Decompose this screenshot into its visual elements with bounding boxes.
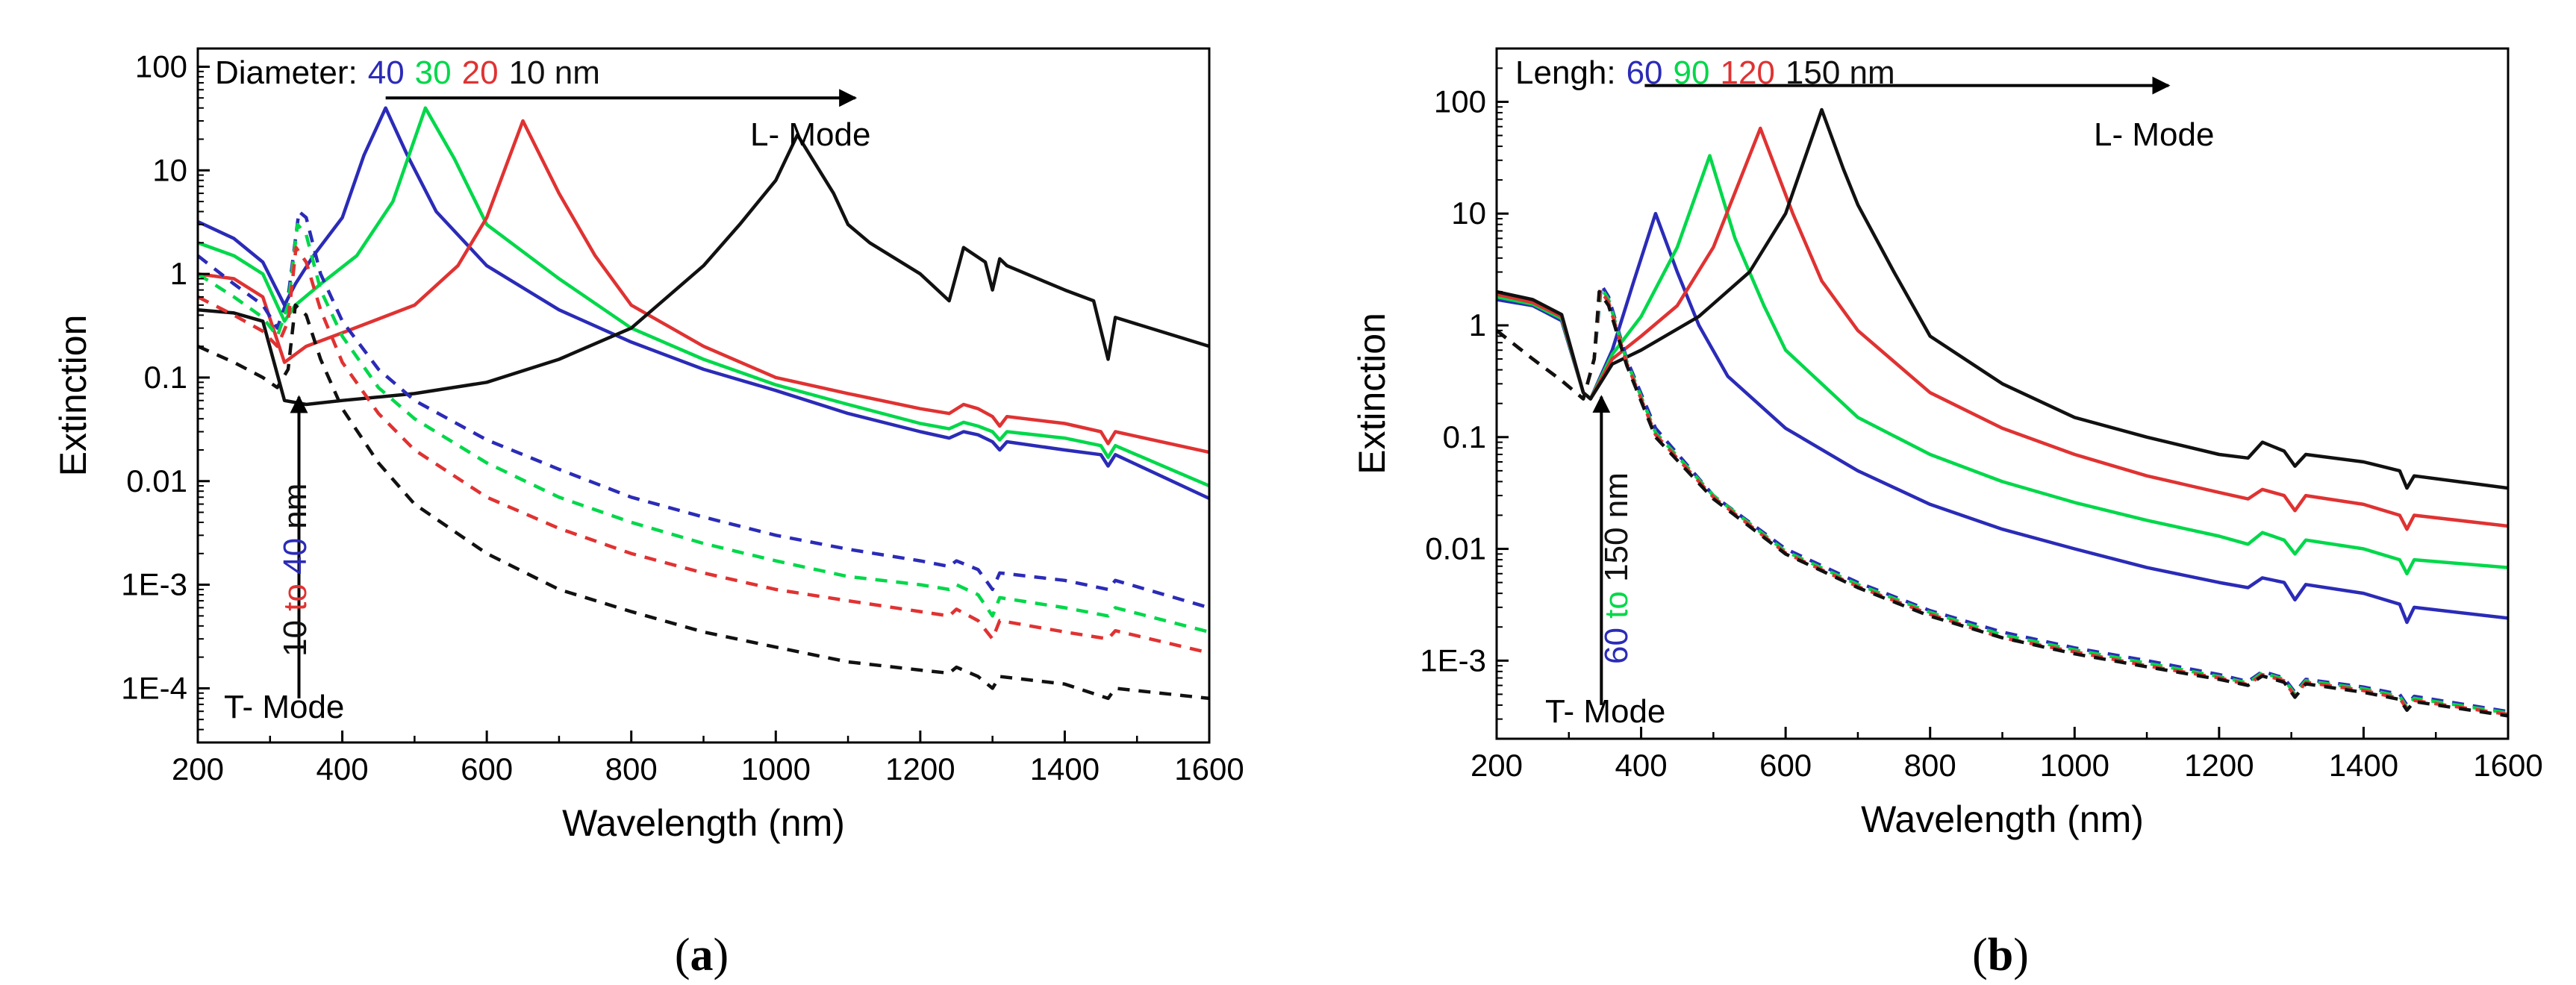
- x-tick-label: 400: [1615, 748, 1668, 783]
- range-annotation: 60 to 150 nm: [1598, 472, 1635, 664]
- panel-label: (a): [675, 930, 729, 981]
- series-line-40-nm-t: [198, 210, 1209, 610]
- panel-label: (b): [1972, 930, 2029, 981]
- range-annotation: 10 to 40 nm: [277, 484, 314, 657]
- x-tick-label: 200: [172, 751, 224, 787]
- series-line-60-nm-t: [1497, 283, 2508, 713]
- y-tick-label: 1: [1469, 307, 1486, 343]
- series-line-90-nm-t: [1497, 285, 2508, 715]
- legend: Diameter: 40 30 20 10 nm: [215, 54, 600, 91]
- y-tick-label: 0.1: [1443, 419, 1486, 454]
- legend-entry-2: 30: [415, 54, 452, 91]
- y-tick-label: 1E-3: [1420, 642, 1486, 678]
- l-mode-label: L- Mode: [750, 116, 870, 153]
- legend-prefix: Lengh:: [1515, 54, 1616, 91]
- x-tick-label: 800: [1904, 748, 1956, 783]
- y-tick-label: 1E-3: [121, 567, 187, 602]
- y-tick-label: 10: [152, 152, 187, 187]
- x-tick-label: 1400: [2329, 748, 2398, 783]
- range-part-2: to: [277, 575, 314, 620]
- y-tick-label: 0.01: [1425, 531, 1486, 566]
- plot-frame: [1495, 47, 2510, 740]
- y-tick-label: 1: [170, 256, 187, 291]
- series-line-90-nm-l: [1497, 154, 2508, 576]
- x-tick-label: 800: [605, 751, 658, 787]
- series-line-40-nm-l: [198, 106, 1209, 501]
- range-part-3: 40: [277, 538, 314, 575]
- series-line-20-nm-t: [198, 246, 1209, 655]
- panel-b: 200 400 600 800 1000 1200 1400 1600 100 10 1 0.1 0.0…: [1351, 47, 2543, 981]
- series-line-20-nm-l: [198, 119, 1209, 454]
- y-axis-label: Extinction: [52, 315, 94, 477]
- y-tick-label: 100: [135, 49, 187, 84]
- x-tick-label: 400: [316, 751, 369, 787]
- y-tick-label: 100: [1434, 84, 1486, 119]
- x-tick-label: 1000: [2040, 748, 2109, 783]
- y-axis-label: Extinction: [1351, 313, 1393, 475]
- series-line-10-nm-t: [198, 303, 1209, 701]
- t-mode-label: T- Mode: [224, 689, 344, 725]
- x-tick-label: 1400: [1030, 751, 1100, 787]
- x-tick-label: 1600: [2473, 748, 2542, 783]
- y-tick-label: 0.01: [126, 463, 187, 498]
- t-mode-label: T- Mode: [1545, 693, 1665, 730]
- y-tick-label: 0.1: [144, 360, 187, 395]
- legend-entry-1: 40: [368, 54, 405, 91]
- series-line-150-nm-l: [1497, 107, 2508, 490]
- panel-a: 200 400 600 800 1000 1200 1400 1600 100 10 1 0.1 0.0…: [52, 47, 1244, 981]
- legend-entry-3: 20: [462, 54, 499, 91]
- x-axis-label: Wavelength (nm): [1861, 798, 2144, 840]
- x-tick-label: 1200: [885, 751, 955, 787]
- y-tick-label: 10: [1451, 196, 1486, 231]
- panel-letter: a: [690, 930, 714, 981]
- range-part-1: 60: [1598, 628, 1635, 664]
- x-tick-label: 600: [1759, 748, 1812, 783]
- range-part-3: 150 nm: [1598, 472, 1635, 582]
- x-tick-label: 1600: [1174, 751, 1244, 787]
- x-axis-label: Wavelength (nm): [562, 802, 845, 844]
- series-line-10-nm-l: [198, 133, 1209, 407]
- plot-frame: [196, 47, 1211, 744]
- panel-letter: b: [1988, 930, 2013, 981]
- series-line-150-nm-t: [1497, 290, 2508, 718]
- x-tick-label: 1200: [2184, 748, 2254, 783]
- x-tick-label: 600: [461, 751, 513, 787]
- range-part-2: to: [1598, 582, 1635, 628]
- range-part-4: nm: [277, 484, 314, 538]
- l-mode-label: L- Mode: [2094, 116, 2214, 153]
- x-tick-label: 1000: [741, 751, 811, 787]
- y-tick-label: 1E-4: [121, 670, 187, 705]
- legend-entry-4: 10 nm: [509, 54, 600, 91]
- series-line-120-nm-l: [1497, 126, 2508, 531]
- x-tick-label: 200: [1471, 748, 1523, 783]
- legend-prefix: Diameter:: [215, 54, 358, 91]
- series-line-30-nm-l: [198, 106, 1209, 488]
- range-part-1: 10: [277, 620, 314, 657]
